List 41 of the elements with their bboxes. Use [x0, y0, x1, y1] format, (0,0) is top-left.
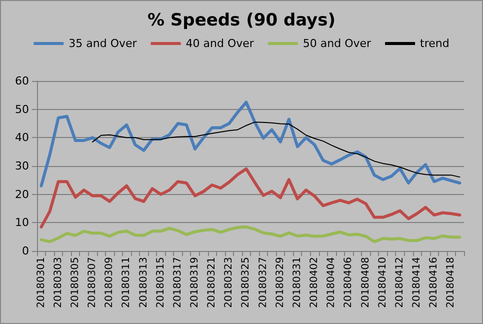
x-tick-label: 20180402: [309, 257, 320, 308]
y-tick-label: 50: [15, 102, 29, 116]
x-tick-label: 20180311: [121, 257, 132, 308]
x-tick-label: 20180325: [240, 257, 252, 308]
legend-label: trend: [420, 37, 450, 50]
x-tick-label: 20180412: [394, 257, 406, 308]
legend-label: 40 and Over: [186, 37, 254, 50]
x-tick-label: 20180313: [138, 257, 150, 308]
x-tick-label: 20180410: [377, 257, 388, 308]
x-tick-label: 20180327: [258, 257, 269, 308]
x-tick-label: 20180331: [292, 257, 303, 308]
line-series: [40, 225, 462, 244]
x-tick-label: 20180329: [274, 257, 286, 308]
x-tick-label: 20180321: [206, 257, 218, 308]
x-tick-label: 20180309: [104, 257, 116, 308]
x-tick-label: 20180406: [343, 257, 354, 308]
x-tick-label: 20180416: [428, 257, 440, 308]
x-tick-label: 20180315: [155, 257, 166, 308]
y-tick-label: 60: [15, 74, 29, 88]
legend-label: 50 and Over: [302, 37, 372, 50]
line-series: [40, 167, 462, 228]
y-tick-label: 10: [15, 216, 29, 230]
x-tick-label: 20180418: [446, 257, 457, 308]
x-tick-label: 20180319: [189, 257, 200, 308]
y-tick-label: 0: [22, 244, 29, 258]
line-series: [92, 122, 460, 178]
x-tick-label: 20180323: [224, 257, 235, 308]
x-tick-label: 20180317: [172, 257, 184, 308]
y-tick-label: 20: [15, 188, 29, 201]
x-tick-label: 20180414: [412, 257, 423, 308]
x-tick-label: 20180307: [87, 257, 98, 308]
x-tick-label: 20180408: [360, 257, 372, 308]
x-tick-label: 20180404: [326, 257, 338, 308]
x-tick-label: 20180305: [70, 257, 81, 308]
legend-label: 35 and Over: [68, 37, 138, 50]
x-tick-label: 20180303: [52, 257, 64, 308]
x-tick-label: 20180301: [36, 257, 47, 308]
y-tick-label: 40: [15, 131, 29, 144]
y-tick-label: 30: [15, 160, 29, 172]
line-series: [40, 100, 462, 188]
chart-title: % Speeds (90 days): [147, 10, 336, 30]
